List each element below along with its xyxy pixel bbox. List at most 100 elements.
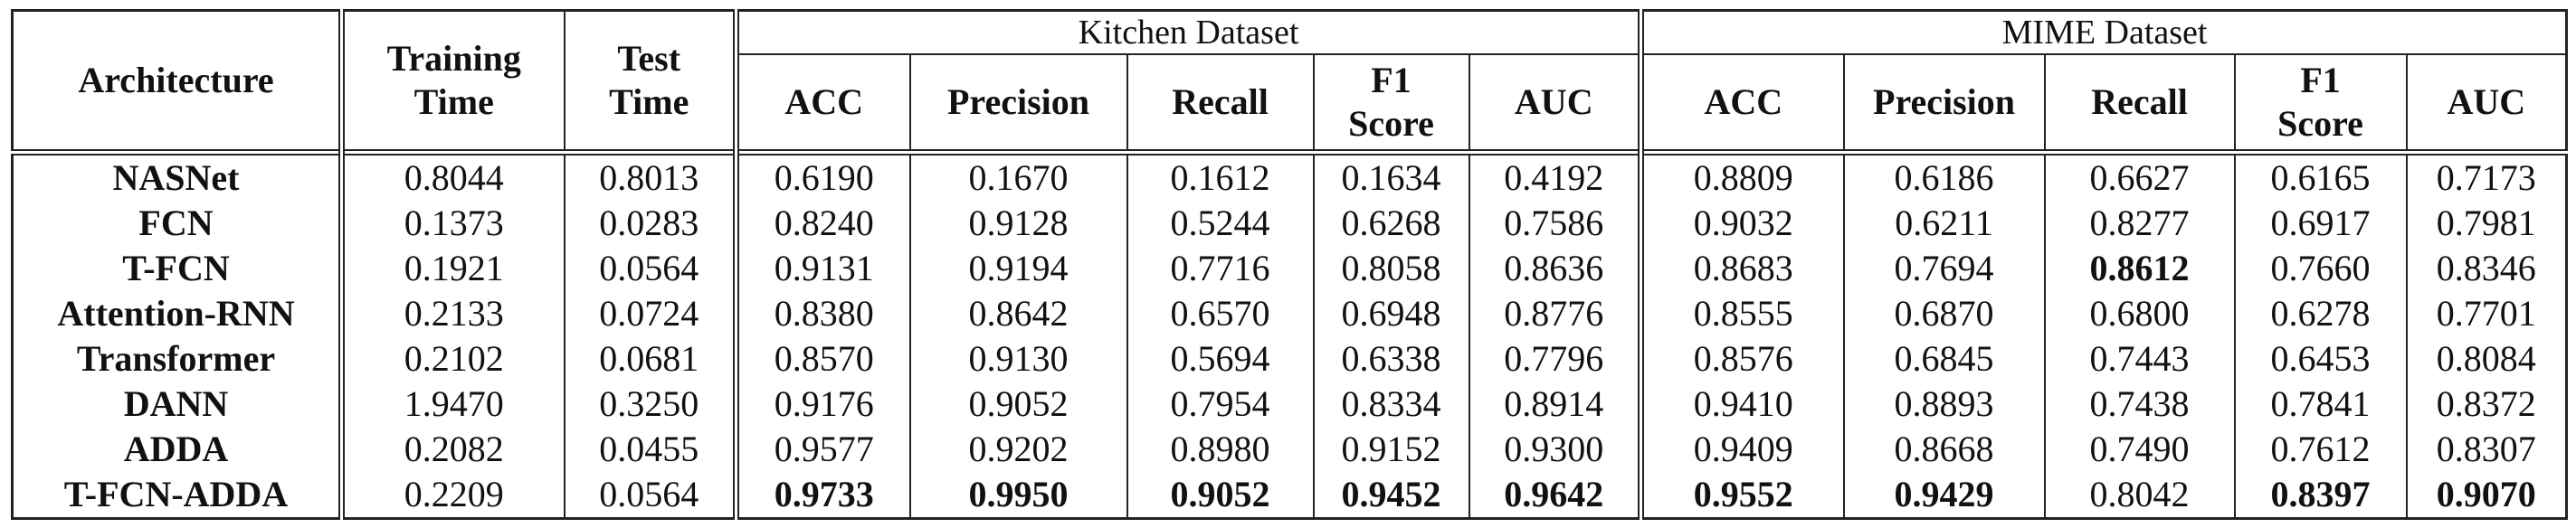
header-kitchen-metric-0: ACC xyxy=(733,54,910,153)
header-kitchen-metric-4: AUC xyxy=(1468,54,1641,153)
table-row: Attention-RNN 0.2133 0.0724 0.8380 0.8642 0.6… xyxy=(11,291,2569,336)
kitchen-metric-cell: 0.9128 xyxy=(908,201,1127,246)
mime-metric-cell: 0.7694 xyxy=(1842,246,2045,291)
header-training-time-line2: Time xyxy=(413,81,494,122)
header-architecture: Architecture xyxy=(11,10,342,153)
mime-metric-cell: 0.7981 xyxy=(2405,201,2569,246)
kitchen-metric-cell: 0.8636 xyxy=(1468,246,1641,291)
kitchen-metric-cell: 0.8914 xyxy=(1468,382,1641,427)
mime-metric-cell: 0.9429 xyxy=(1842,472,2045,520)
mime-metric-cell: 0.8277 xyxy=(2043,201,2235,246)
mime-metric-cell: 0.7438 xyxy=(2043,382,2235,427)
mime-metric-cell: 0.6453 xyxy=(2233,336,2407,382)
table-body: NASNet 0.8044 0.8013 0.6190 0.1670 0.1612 0.16… xyxy=(11,156,2569,520)
test-time-cell: 0.0724 xyxy=(563,291,737,336)
header-mime-metric-4: AUC xyxy=(2405,54,2569,153)
kitchen-metric-cell: 0.6570 xyxy=(1126,291,1314,336)
kitchen-metric-cell: 0.8776 xyxy=(1468,291,1641,336)
kitchen-metric-cell: 0.8058 xyxy=(1312,246,1469,291)
kitchen-metric-cell: 0.9733 xyxy=(733,472,910,520)
kitchen-metric-cell: 0.6948 xyxy=(1312,291,1469,336)
mime-metric-cell: 0.8084 xyxy=(2405,336,2569,382)
kitchen-metric-cell: 0.8334 xyxy=(1312,382,1469,427)
kitchen-metric-cell: 0.1634 xyxy=(1312,156,1469,201)
mime-metric-cell: 0.7490 xyxy=(2043,427,2235,472)
mime-metric-cell: 0.8555 xyxy=(1638,291,1844,336)
header-training-time-line1: Training xyxy=(386,38,521,79)
table-row: T-FCN-ADDA 0.2209 0.0564 0.9733 0.9950 0.9052… xyxy=(11,472,2569,520)
mime-metric-cell: 0.6870 xyxy=(1842,291,2045,336)
kitchen-metric-cell: 0.9642 xyxy=(1468,472,1641,520)
test-time-cell: 0.0564 xyxy=(563,472,737,520)
mime-metric-cell: 0.7443 xyxy=(2043,336,2235,382)
mime-metric-cell: 0.7701 xyxy=(2405,291,2569,336)
training-time-cell: 0.2082 xyxy=(338,427,565,472)
mime-metric-cell: 0.6211 xyxy=(1842,201,2045,246)
training-time-cell: 0.2102 xyxy=(338,336,565,382)
mime-metric-cell: 0.9410 xyxy=(1638,382,1844,427)
architecture-cell: FCN xyxy=(11,201,342,246)
header-test-time-line2: Time xyxy=(609,81,689,122)
header-kitchen-metric-1: Precision xyxy=(908,54,1127,153)
mime-metric-cell: 0.7660 xyxy=(2233,246,2407,291)
mime-metric-cell: 0.9409 xyxy=(1638,427,1844,472)
kitchen-metric-cell: 0.7586 xyxy=(1468,201,1641,246)
header-mime-metric-3: F1 Score xyxy=(2233,54,2407,153)
mime-metric-cell: 0.9552 xyxy=(1638,472,1844,520)
test-time-cell: 0.0455 xyxy=(563,427,737,472)
mime-metric-cell: 0.8346 xyxy=(2405,246,2569,291)
training-time-cell: 1.9470 xyxy=(338,382,565,427)
kitchen-metric-cell: 0.9176 xyxy=(733,382,910,427)
header-kitchen-metric-2: Recall xyxy=(1126,54,1314,153)
table-row: DANN 1.9470 0.3250 0.9176 0.9052 0.7954 0.8334… xyxy=(11,382,2569,427)
mime-metric-cell: 0.8397 xyxy=(2233,472,2407,520)
table-row: NASNet 0.8044 0.8013 0.6190 0.1670 0.1612 0.16… xyxy=(11,156,2569,201)
test-time-cell: 0.8013 xyxy=(563,156,737,201)
kitchen-metric-cell: 0.8240 xyxy=(733,201,910,246)
mime-metric-cell: 0.6627 xyxy=(2043,156,2235,201)
kitchen-metric-cell: 0.8642 xyxy=(908,291,1127,336)
kitchen-metric-cell: 0.9300 xyxy=(1468,427,1641,472)
mime-metric-cell: 0.6917 xyxy=(2233,201,2407,246)
header-mime-metric-1: Precision xyxy=(1842,54,2045,153)
kitchen-metric-cell: 0.9194 xyxy=(908,246,1127,291)
header-kitchen-metric-3-line1: F1 xyxy=(1371,60,1412,100)
mime-metric-cell: 0.8612 xyxy=(2043,246,2235,291)
mime-metric-cell: 0.8809 xyxy=(1638,156,1844,201)
kitchen-metric-cell: 0.5694 xyxy=(1126,336,1314,382)
table-row: FCN 0.1373 0.0283 0.8240 0.9128 0.5244 0.6268 0… xyxy=(11,201,2569,246)
kitchen-metric-cell: 0.8380 xyxy=(733,291,910,336)
header-mime-metric-3-line1: F1 xyxy=(2300,60,2341,100)
kitchen-metric-cell: 0.9152 xyxy=(1312,427,1469,472)
kitchen-metric-cell: 0.7954 xyxy=(1126,382,1314,427)
mime-metric-cell: 0.6186 xyxy=(1842,156,2045,201)
architecture-cell: DANN xyxy=(11,382,342,427)
header-mime-metric-3-line2: Score xyxy=(2277,103,2363,144)
kitchen-metric-cell: 0.9052 xyxy=(908,382,1127,427)
header-mime-metric-0: ACC xyxy=(1638,54,1844,153)
test-time-cell: 0.0283 xyxy=(563,201,737,246)
architecture-cell: Attention-RNN xyxy=(11,291,342,336)
kitchen-metric-cell: 0.9131 xyxy=(733,246,910,291)
test-time-cell: 0.0681 xyxy=(563,336,737,382)
header-training-time: Training Time xyxy=(338,10,565,153)
mime-metric-cell: 0.8668 xyxy=(1842,427,2045,472)
kitchen-metric-cell: 0.6268 xyxy=(1312,201,1469,246)
kitchen-metric-cell: 0.6190 xyxy=(733,156,910,201)
kitchen-metric-cell: 0.9202 xyxy=(908,427,1127,472)
mime-metric-cell: 0.7173 xyxy=(2405,156,2569,201)
mime-metric-cell: 0.8372 xyxy=(2405,382,2569,427)
kitchen-metric-cell: 0.9577 xyxy=(733,427,910,472)
header-kitchen-metric-3: F1 Score xyxy=(1312,54,1469,153)
architecture-cell: NASNet xyxy=(11,156,342,201)
header-kitchen-metric-3-line2: Score xyxy=(1348,103,1434,144)
architecture-cell: T-FCN xyxy=(11,246,342,291)
architecture-cell: ADDA xyxy=(11,427,342,472)
header-mime-metric-2: Recall xyxy=(2043,54,2235,153)
table-row: T-FCN 0.1921 0.0564 0.9131 0.9194 0.7716 0.805… xyxy=(11,246,2569,291)
test-time-cell: 0.3250 xyxy=(563,382,737,427)
kitchen-metric-cell: 0.4192 xyxy=(1468,156,1641,201)
header-mime-dataset: MIME Dataset xyxy=(1638,10,2569,55)
architecture-cell: T-FCN-ADDA xyxy=(11,472,342,520)
mime-metric-cell: 0.9070 xyxy=(2405,472,2569,520)
